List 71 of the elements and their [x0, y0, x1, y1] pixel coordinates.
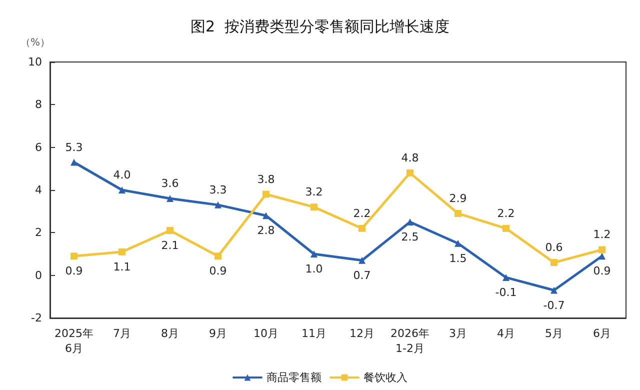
x-tick-label: 11月	[302, 327, 326, 340]
data-label: 4.8	[401, 151, 419, 164]
x-tick-label: 5月	[545, 327, 563, 340]
y-axis-title: （%）	[20, 38, 50, 48]
chart-title: 图2 按消费类型分零售额同比增长速度	[190, 18, 450, 36]
point	[166, 195, 174, 202]
point	[406, 169, 414, 176]
x-tick-label: 3月	[449, 327, 467, 340]
data-label: 2.8	[257, 224, 275, 238]
point	[214, 201, 222, 208]
data-label: 1.0	[305, 262, 323, 276]
point	[358, 256, 366, 264]
data-label: 1.2	[593, 228, 611, 242]
y-tick-label: 4	[35, 184, 42, 196]
data-label: 0.9	[209, 264, 227, 278]
point	[454, 240, 462, 247]
x-tick-label: 12月	[350, 327, 374, 340]
data-label: 3.6	[161, 177, 179, 190]
data-label: 1.1	[113, 260, 131, 274]
legend-label: 餐饮收入	[364, 371, 408, 384]
point	[598, 246, 606, 254]
data-label: 0.6	[545, 241, 563, 254]
x-tick-label: 10月	[254, 327, 278, 340]
data-label: 0.9	[593, 264, 611, 278]
data-label: 2.9	[449, 192, 467, 205]
x-tick-label: 4月	[497, 327, 515, 340]
data-label: 1.5	[449, 252, 467, 265]
point	[550, 259, 558, 266]
x-tick-label: 7月	[113, 327, 131, 340]
data-label: -0.1	[495, 286, 517, 299]
point	[310, 204, 318, 211]
data-label: 0.9	[65, 264, 83, 278]
data-label: 2.2	[497, 206, 515, 220]
point	[118, 186, 126, 194]
y-tick-label: 0	[35, 268, 42, 282]
y-tick-label: 10	[28, 56, 42, 68]
x-tick-label: 2025年 6月	[54, 327, 94, 355]
data-label: 3.2	[305, 186, 323, 199]
data-label: 5.3	[65, 140, 83, 154]
data-label: 0.7	[353, 268, 371, 282]
point	[310, 250, 318, 258]
point	[166, 227, 174, 234]
data-label: 2.5	[401, 230, 419, 244]
data-label: 3.3	[209, 183, 227, 196]
y-tick-label: 8	[35, 98, 42, 112]
point	[550, 286, 558, 294]
point	[598, 252, 606, 260]
point	[406, 218, 414, 226]
point	[214, 252, 222, 260]
y-tick-label: 2	[35, 226, 42, 240]
x-tick-label: 2026年 1-2月	[390, 327, 430, 355]
point	[454, 210, 462, 217]
y-tick-label: -2	[31, 312, 42, 324]
point	[502, 224, 510, 232]
point	[70, 252, 78, 260]
point	[358, 224, 366, 232]
data-label: 4.0	[113, 168, 131, 182]
data-label: 3.8	[257, 172, 275, 186]
legend-label: 商品零售额	[266, 371, 322, 384]
y-tick-label: 6	[35, 140, 42, 154]
x-tick-label: 6月	[593, 327, 611, 340]
point	[262, 212, 270, 220]
point	[502, 274, 510, 281]
data-label: 2.2	[353, 206, 371, 220]
data-label: -0.7	[543, 298, 565, 312]
x-tick-label: 9月	[209, 327, 227, 340]
x-tick-label: 8月	[161, 327, 179, 340]
point	[262, 190, 270, 198]
data-label: 2.1	[161, 239, 179, 252]
point	[70, 158, 78, 166]
point	[118, 248, 126, 256]
